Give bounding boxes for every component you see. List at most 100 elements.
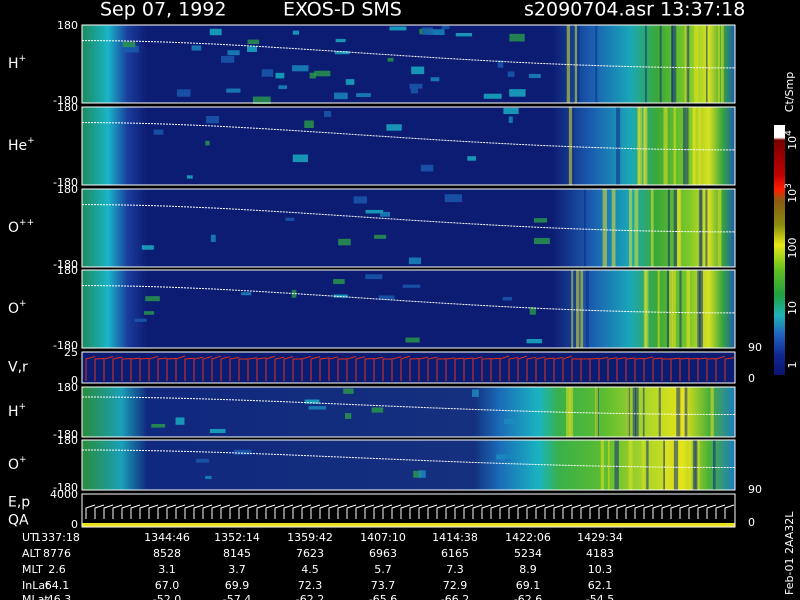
spectrogram-stripe bbox=[692, 107, 695, 185]
spectrogram-cell bbox=[509, 89, 526, 97]
spectrogram-stripe bbox=[697, 107, 702, 185]
spectrogram-stripe bbox=[663, 107, 668, 185]
pitch-trace bbox=[81, 122, 736, 151]
y-tick-label: 0 bbox=[71, 518, 78, 531]
y-tick-label: 180 bbox=[57, 381, 78, 394]
spectrogram-cell bbox=[176, 89, 191, 97]
spectrogram-stripe bbox=[658, 387, 661, 437]
spectrogram-cell bbox=[304, 120, 314, 128]
spectrogram-cell bbox=[278, 85, 288, 90]
spectrogram-stripe bbox=[665, 440, 670, 490]
footer-value: 69.1 bbox=[516, 579, 541, 592]
spectrogram-cell bbox=[411, 66, 425, 75]
footer-value: 1422:06 bbox=[505, 531, 551, 544]
colorbar-label-text: 10 bbox=[786, 301, 799, 315]
spectrogram-stripe bbox=[608, 440, 610, 490]
spectrogram-cell bbox=[252, 96, 271, 104]
footer-value: 8145 bbox=[223, 547, 251, 560]
spectrogram-stripe bbox=[571, 270, 574, 348]
y-tick-label: -180 bbox=[53, 481, 78, 494]
spectrogram bbox=[82, 25, 735, 103]
spectrogram-stripe bbox=[698, 189, 702, 267]
spectrogram-stripe bbox=[634, 189, 639, 267]
spectrogram-stripe bbox=[673, 189, 677, 267]
colorbar-label: 10 bbox=[786, 301, 799, 315]
spectrogram-cell bbox=[196, 458, 209, 463]
footer-value: 67.0 bbox=[155, 579, 180, 592]
spectrogram-stripe bbox=[657, 270, 660, 348]
footer-value: 73.7 bbox=[371, 579, 396, 592]
spectrogram-stripe bbox=[705, 25, 708, 103]
panel-label-sup: + bbox=[27, 136, 35, 146]
spectrogram-cell bbox=[292, 30, 300, 35]
spectrogram-cell bbox=[528, 73, 541, 79]
footer-value: 72.3 bbox=[298, 579, 323, 592]
footer-value: -62.6 bbox=[514, 593, 542, 600]
panel-frame bbox=[81, 188, 736, 268]
spectrogram-cell bbox=[496, 454, 513, 460]
spectrogram-cell bbox=[345, 413, 352, 419]
energy-panel bbox=[82, 494, 735, 527]
spectrogram-stripe bbox=[659, 25, 662, 103]
panel-label-text: H bbox=[8, 56, 19, 72]
side-note: Feb-01 2AA32L bbox=[783, 511, 796, 595]
spectrogram-cell bbox=[353, 196, 367, 204]
spectrogram-cell bbox=[221, 55, 235, 63]
spectrogram-cell bbox=[405, 337, 420, 343]
spectrogram-stripe bbox=[645, 270, 649, 348]
spectrogram-cell bbox=[122, 45, 139, 53]
panel-label-text: O bbox=[8, 220, 19, 236]
qa-bar bbox=[82, 523, 735, 527]
panel-label-sup: + bbox=[19, 299, 27, 309]
panel-label: O+ bbox=[8, 455, 27, 474]
spectrogram-cell bbox=[430, 77, 440, 82]
footer-value: 64.1 bbox=[45, 579, 70, 592]
spectrogram-cell bbox=[314, 70, 331, 77]
pitch-trace bbox=[81, 396, 736, 415]
spectrogram-stripe bbox=[571, 107, 575, 185]
spectrogram-stripe bbox=[644, 25, 647, 103]
spectrogram-stripe bbox=[646, 440, 649, 490]
footer-row-label: InLat bbox=[22, 579, 50, 592]
panel-label-text: O bbox=[8, 301, 19, 317]
spectrogram-stripe bbox=[650, 189, 654, 267]
y2-tick-label: 90 bbox=[748, 483, 762, 496]
spectrogram-stripe bbox=[673, 107, 676, 185]
spectrogram-cell bbox=[309, 72, 316, 79]
y-tick-label: 180 bbox=[57, 434, 78, 447]
footer-row-label: MLT bbox=[22, 563, 43, 576]
footer-value: 3.1 bbox=[158, 563, 176, 576]
spectrogram-stripe bbox=[710, 387, 714, 437]
footer-value: 8528 bbox=[153, 547, 181, 560]
spectrogram-cell bbox=[304, 399, 320, 404]
panel-label-sup: + bbox=[19, 54, 27, 64]
footer-value: 1359:42 bbox=[287, 531, 333, 544]
footer-value: -46.3 bbox=[43, 593, 71, 600]
footer-value: 5234 bbox=[514, 547, 542, 560]
spectrogram-cell bbox=[413, 470, 422, 478]
spectrogram-cell bbox=[145, 296, 160, 302]
spectrogram-cell bbox=[380, 211, 391, 217]
spectrogram-stripe bbox=[626, 387, 629, 437]
spectrogram-cell bbox=[205, 475, 212, 480]
panel-frame bbox=[81, 493, 736, 528]
colorbar bbox=[774, 125, 785, 375]
footer-value: 62.1 bbox=[588, 579, 613, 592]
spectrogram bbox=[82, 107, 735, 185]
spectrogram-stripe bbox=[672, 270, 677, 348]
footer-value: -65.6 bbox=[369, 593, 397, 600]
spectrogram-stripe bbox=[680, 387, 685, 437]
spectrogram-cell bbox=[374, 234, 387, 239]
energy-trace bbox=[85, 504, 735, 519]
spectrogram-stripe bbox=[712, 440, 716, 490]
y-tick-label: 25 bbox=[64, 346, 78, 359]
spectrogram-stripe bbox=[679, 270, 682, 348]
footer-value: 2.6 bbox=[48, 563, 66, 576]
spectrogram-stripe bbox=[717, 25, 720, 103]
spectrogram-cell bbox=[483, 93, 502, 99]
panel-label-2: QA bbox=[8, 513, 29, 529]
spectrogram-cell bbox=[210, 234, 216, 242]
panel-frame bbox=[81, 24, 736, 104]
y-tick-label: 4000 bbox=[50, 488, 78, 501]
header-time: 13:37:18 bbox=[660, 0, 745, 21]
